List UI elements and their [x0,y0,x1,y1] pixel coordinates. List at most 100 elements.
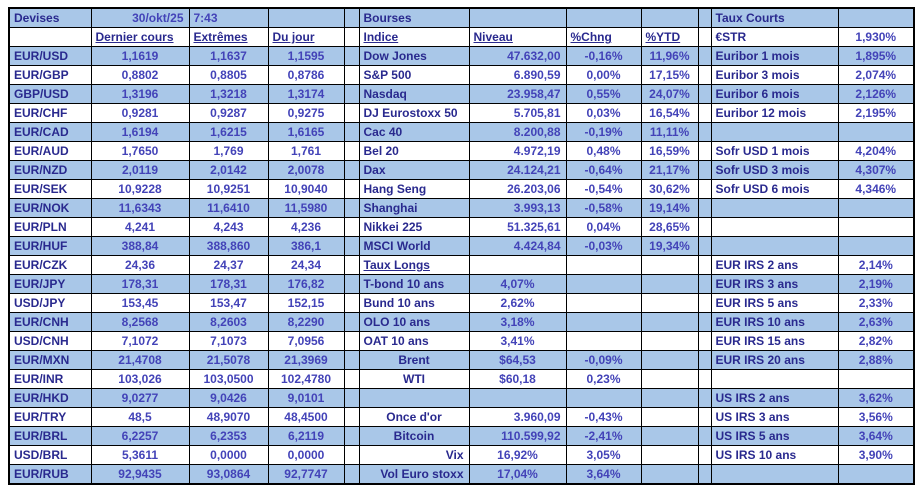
rate-value: 2,63% [837,312,915,332]
index-name: DJ Eurostoxx 50 [358,103,470,123]
index-chng [565,312,642,332]
fx-day: 102,4780 [267,369,345,389]
fx-extremes: 0,9287 [188,103,269,123]
section-spacer [343,426,360,446]
table-row: EUR/GBP 0,8802 0,8805 0,8786 S&P 500 6.890,59… [8,65,915,85]
index-level: 26.203,06 [468,179,567,199]
fx-day: 0,9275 [267,103,345,123]
fx-extremes: 1,3218 [188,84,269,104]
table-row: EUR/TRY 48,5 48,9070 48,4500 Once d'or 3.960,… [8,407,915,427]
table-row: EUR/USD 1,1619 1,1637 1,1595 Dow Jones 47.632… [8,46,915,66]
fx-pair: USD/JPY [8,293,92,313]
rate-name: EUR IRS 5 ans [710,293,839,313]
blank-cell [267,7,345,28]
index-level: 16,92% [468,445,567,465]
section-spacer [697,46,712,66]
rate-name: EUR IRS 15 ans [710,331,839,351]
fx-extremes: 103,0500 [188,369,269,389]
fx-day: 11,5980 [267,198,345,218]
table-row: EUR/HUF 388,84 388,860 386,1 MSCI World 4.424… [8,236,915,256]
table-row: GBP/USD 1,3196 1,3218 1,3174 Nasdaq 23.958,47… [8,84,915,104]
fx-extremes: 9,0426 [188,388,269,408]
table-row: EUR/BRL 6,2257 6,2353 6,2119 Bitcoin 110.599,… [8,426,915,446]
index-ytd [640,274,699,294]
quote-board: Devises 30/okt/25 7:43 Bourses Taux Cour… [8,7,918,485]
rate-value: 3,90% [837,445,915,465]
index-ytd [640,293,699,313]
section-spacer [697,255,712,275]
index-chng: -0,58% [565,198,642,218]
section-spacer [343,293,360,313]
table-row: USD/BRL 5,3611 0,0000 0,0000 Vix 16,92% 3,05% U… [8,445,915,465]
index-level: 3.993,13 [468,198,567,218]
rate-name: Euribor 1 mois [710,46,839,66]
fx-last: 0,9281 [90,103,190,123]
blank-cell [8,27,92,47]
rate-value [837,122,915,142]
rate-value: 2,88% [837,350,915,370]
section-spacer [343,160,360,180]
section-spacer [697,331,712,351]
fx-extremes: 24,37 [188,255,269,275]
rate-value [837,217,915,237]
date-label: 30/okt/25 [90,7,190,28]
section-spacer [697,141,712,161]
index-name: Brent [358,350,470,370]
index-ytd [640,350,699,370]
rate-value: 1,895% [837,46,915,66]
section-spacer [697,426,712,446]
fx-pair: GBP/USD [8,84,92,104]
index-name: Bund 10 ans [358,293,470,313]
section-spacer [697,350,712,370]
fx-pair: EUR/CAD [8,122,92,142]
rates-section-title: Taux Courts [710,7,839,28]
index-ytd: 16,54% [640,103,699,123]
index-ytd: 19,14% [640,198,699,218]
fx-day: 152,15 [267,293,345,313]
table-row: EUR/NZD 2,0119 2,0142 2,0078 Dax 24.124,21 -0,… [8,160,915,180]
rate-name: Euribor 12 mois [710,103,839,123]
section-spacer [343,122,360,142]
col-header-ytd: %YTD [640,27,699,47]
fx-pair: EUR/GBP [8,65,92,85]
index-ytd: 17,15% [640,65,699,85]
index-name: S&P 500 [358,65,470,85]
fx-pair: EUR/USD [8,46,92,66]
fx-extremes: 388,860 [188,236,269,256]
fx-extremes: 6,2353 [188,426,269,446]
rate-name: US IRS 5 ans [710,426,839,446]
index-level: 51.325,61 [468,217,567,237]
table-row: USD/JPY 153,45 153,47 152,15 Bund 10 ans 2,62… [8,293,915,313]
section-spacer [343,179,360,199]
index-name: Bel 20 [358,141,470,161]
rate-name [710,236,839,256]
table-row: EUR/SEK 10,9228 10,9251 10,9040 Hang Seng 26.… [8,179,915,199]
fx-day: 48,4500 [267,407,345,427]
fx-extremes: 48,9070 [188,407,269,427]
fx-pair: EUR/BRL [8,426,92,446]
fx-extremes: 11,6410 [188,198,269,218]
section-spacer [697,312,712,332]
fx-extremes: 7,1073 [188,331,269,351]
section-spacer [697,122,712,142]
section-spacer [343,388,360,408]
index-level: 6.890,59 [468,65,567,85]
rate-name: Euribor 3 mois [710,65,839,85]
section-spacer [697,198,712,218]
rate-name: Sofr USD 6 mois [710,179,839,199]
index-level: 3.960,09 [468,407,567,427]
section-spacer [343,65,360,85]
fx-day: 1,761 [267,141,345,161]
table-row: EUR/CHF 0,9281 0,9287 0,9275 DJ Eurostoxx 50… [8,103,915,123]
section-spacer [343,46,360,66]
fx-extremes: 10,9251 [188,179,269,199]
fx-extremes: 1,6215 [188,122,269,142]
time-label: 7:43 [188,7,269,28]
index-level: 4.424,84 [468,236,567,256]
index-ytd: 30,62% [640,179,699,199]
fx-last: 388,84 [90,236,190,256]
quotes-table: Devises 30/okt/25 7:43 Bourses Taux Cour… [8,7,915,485]
section-spacer [343,350,360,370]
fx-day: 8,2290 [267,312,345,332]
index-name: WTI [358,369,470,389]
